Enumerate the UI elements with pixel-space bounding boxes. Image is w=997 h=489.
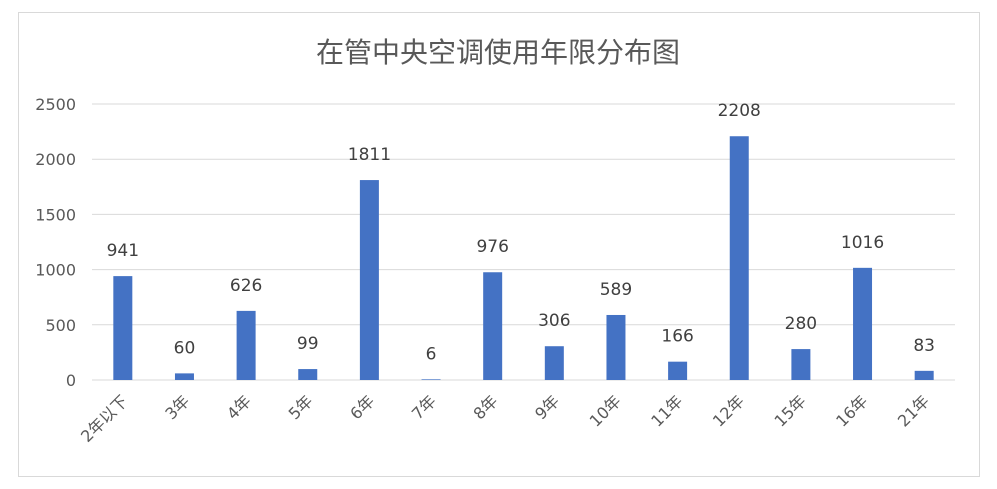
bar [668, 361, 688, 380]
data-label: 166 [661, 327, 693, 347]
x-tick-label: 16年 [832, 391, 871, 430]
y-tick-label: 2000 [35, 150, 76, 169]
x-tick-label: 9年 [531, 391, 563, 423]
data-label: 1016 [841, 233, 884, 253]
bar [298, 369, 318, 380]
data-label: 941 [107, 241, 139, 261]
bar [236, 310, 256, 380]
y-tick-label: 0 [66, 371, 76, 390]
chart-frame [18, 12, 980, 477]
x-tick-label: 15年 [771, 391, 810, 430]
data-label: 1811 [348, 145, 391, 165]
x-tick-label: 10年 [586, 391, 625, 430]
bar [483, 272, 503, 380]
data-label: 2208 [718, 101, 761, 121]
x-tick-label: 12年 [709, 391, 748, 430]
y-tick-label: 2500 [35, 95, 76, 114]
bar [606, 314, 626, 380]
y-axis-tick-labels: 0 500 1000 1500 2000 2500 [35, 95, 76, 390]
data-label: 6 [426, 344, 437, 364]
x-tick-label: 8年 [470, 391, 502, 423]
data-label: 626 [230, 276, 262, 296]
bar [421, 379, 441, 380]
x-axis-tick-labels: 2年以下 3年 4年 5年 6年 7年 8年 9年 10年 11年 12年 15年 16年 21年 [77, 391, 933, 446]
data-label: 306 [538, 311, 570, 331]
x-tick-label: 2年以下 [77, 391, 132, 446]
y-tick-label: 500 [45, 316, 76, 335]
x-tick-label: 11年 [647, 391, 686, 430]
data-label: 280 [785, 314, 817, 334]
data-label: 976 [476, 237, 508, 257]
bar [791, 349, 811, 380]
x-tick-label: 5年 [285, 391, 317, 423]
data-label: 589 [600, 280, 632, 300]
x-tick-label: 6年 [346, 391, 378, 423]
data-label: 99 [297, 334, 319, 354]
bar [113, 276, 133, 380]
x-tick-label: 3年 [161, 391, 193, 423]
x-tick-label: 4年 [223, 391, 255, 423]
data-label: 60 [174, 338, 196, 358]
chart-title: 在管中央空调使用年限分布图 [316, 36, 680, 69]
gridlines [92, 103, 955, 381]
bar [729, 136, 749, 380]
bar [914, 370, 934, 380]
data-labels: 941 60 626 99 1811 6 976 306 589 166 2208 280 1016 83 [107, 101, 935, 364]
y-tick-label: 1000 [35, 261, 76, 280]
bar [359, 180, 379, 380]
y-tick-label: 1500 [35, 205, 76, 224]
bars [113, 136, 934, 380]
bar [174, 373, 194, 380]
bar [853, 267, 873, 380]
data-label: 83 [913, 336, 935, 356]
x-tick-label: 7年 [408, 391, 440, 423]
x-tick-label: 21年 [894, 391, 933, 430]
bar [544, 346, 564, 380]
